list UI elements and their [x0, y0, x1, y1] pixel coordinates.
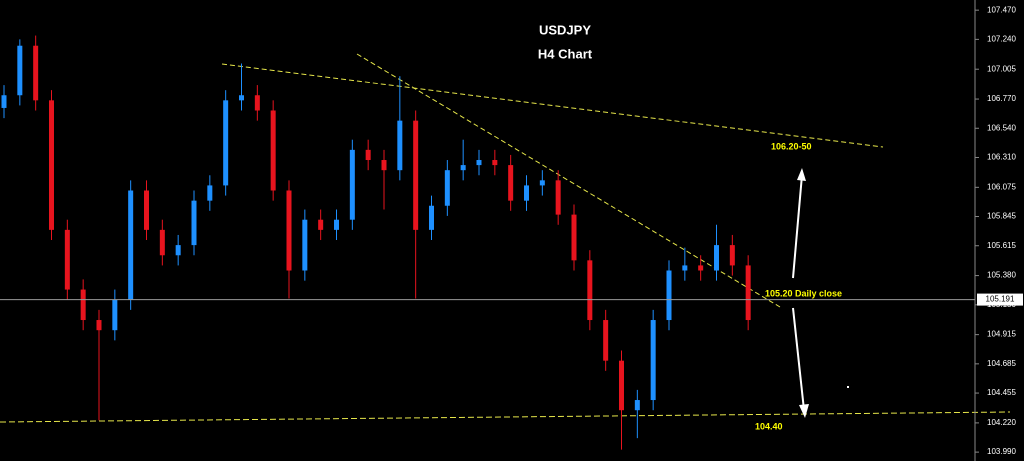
- arrow: [792, 174, 803, 279]
- candle-body: [397, 120, 403, 171]
- candle-body: [603, 320, 609, 361]
- drawings: [0, 53, 1011, 423]
- y-tick-label: 107.240: [987, 34, 1016, 43]
- candle-body: [1, 95, 7, 108]
- y-tick-label: 104.220: [987, 418, 1016, 427]
- candle-body: [17, 45, 23, 96]
- candle-body: [254, 95, 260, 111]
- y-tick-label: 106.770: [987, 94, 1016, 103]
- y-tick-label: 105.845: [987, 212, 1016, 221]
- arrow-head: [799, 404, 809, 418]
- price-label: 105.191: [986, 295, 1015, 304]
- candle-body: [619, 360, 624, 411]
- y-tick-label: 105.380: [987, 271, 1016, 280]
- candle-body: [429, 205, 434, 230]
- y-tick-label: 104.685: [987, 359, 1016, 368]
- candle-body: [508, 165, 514, 201]
- y-tick-label: 106.310: [987, 153, 1016, 162]
- candle-body: [128, 190, 134, 300]
- candle-body: [381, 160, 387, 171]
- y-tick-label: 106.075: [987, 182, 1016, 191]
- candle-body: [207, 185, 213, 201]
- chart-title: USDJPY: [539, 22, 591, 37]
- candle-body: [444, 170, 450, 206]
- candle-body: [223, 100, 229, 186]
- candle-body: [159, 229, 165, 256]
- candle-body: [286, 190, 292, 271]
- y-tick-label: 106.540: [987, 123, 1016, 132]
- candle-body: [270, 110, 276, 191]
- candle-body: [524, 185, 529, 201]
- y-tick-label: 107.005: [987, 64, 1016, 73]
- candle-body: [334, 219, 339, 230]
- candle-body: [634, 400, 640, 411]
- candle-body: [96, 320, 102, 331]
- annotation: 106.20-50: [771, 141, 812, 151]
- candle-body: [460, 165, 466, 171]
- candle-body: [318, 219, 324, 230]
- candle-body: [175, 245, 181, 256]
- candle-body: [112, 299, 118, 331]
- support-line: [0, 411, 1011, 423]
- candle-body: [64, 229, 70, 290]
- annotation: 105.20 Daily close: [765, 288, 842, 298]
- candle-body: [33, 45, 39, 101]
- candle-body: [650, 320, 656, 401]
- candle-body: [714, 245, 719, 271]
- y-tick-label: 104.915: [987, 330, 1016, 339]
- candle-body: [302, 219, 308, 271]
- candle-body: [476, 160, 482, 166]
- dot: [847, 386, 849, 388]
- candle-body: [191, 200, 197, 246]
- arrow: [792, 307, 805, 411]
- candle-body: [555, 180, 561, 215]
- y-tick-label: 105.615: [987, 241, 1016, 250]
- candle-body: [571, 214, 577, 261]
- candle-body: [239, 95, 244, 101]
- arrow-head: [797, 168, 806, 181]
- candle-body: [745, 265, 751, 321]
- annotation: 104.40: [755, 421, 783, 431]
- y-tick-label: 103.990: [987, 447, 1016, 456]
- candle-body: [587, 260, 593, 321]
- candle-body: [682, 265, 688, 271]
- candle-body: [539, 180, 545, 186]
- price-label-box: [977, 293, 1023, 306]
- candle-body: [666, 270, 672, 321]
- candle-body: [492, 160, 498, 166]
- chart-subtitle: H4 Chart: [538, 46, 593, 61]
- y-tick-label: 107.470: [987, 5, 1016, 14]
- candle-body: [80, 289, 86, 321]
- y-tick-label: 104.455: [987, 388, 1016, 397]
- candle-body: [413, 120, 419, 230]
- candle-body: [698, 265, 704, 271]
- candle-body: [144, 190, 149, 230]
- candle-body: [729, 245, 735, 266]
- candle-body: [365, 149, 371, 161]
- trend-line: [356, 53, 781, 308]
- trend-line: [221, 63, 884, 148]
- candle-body: [349, 149, 355, 220]
- candle-body: [49, 100, 54, 230]
